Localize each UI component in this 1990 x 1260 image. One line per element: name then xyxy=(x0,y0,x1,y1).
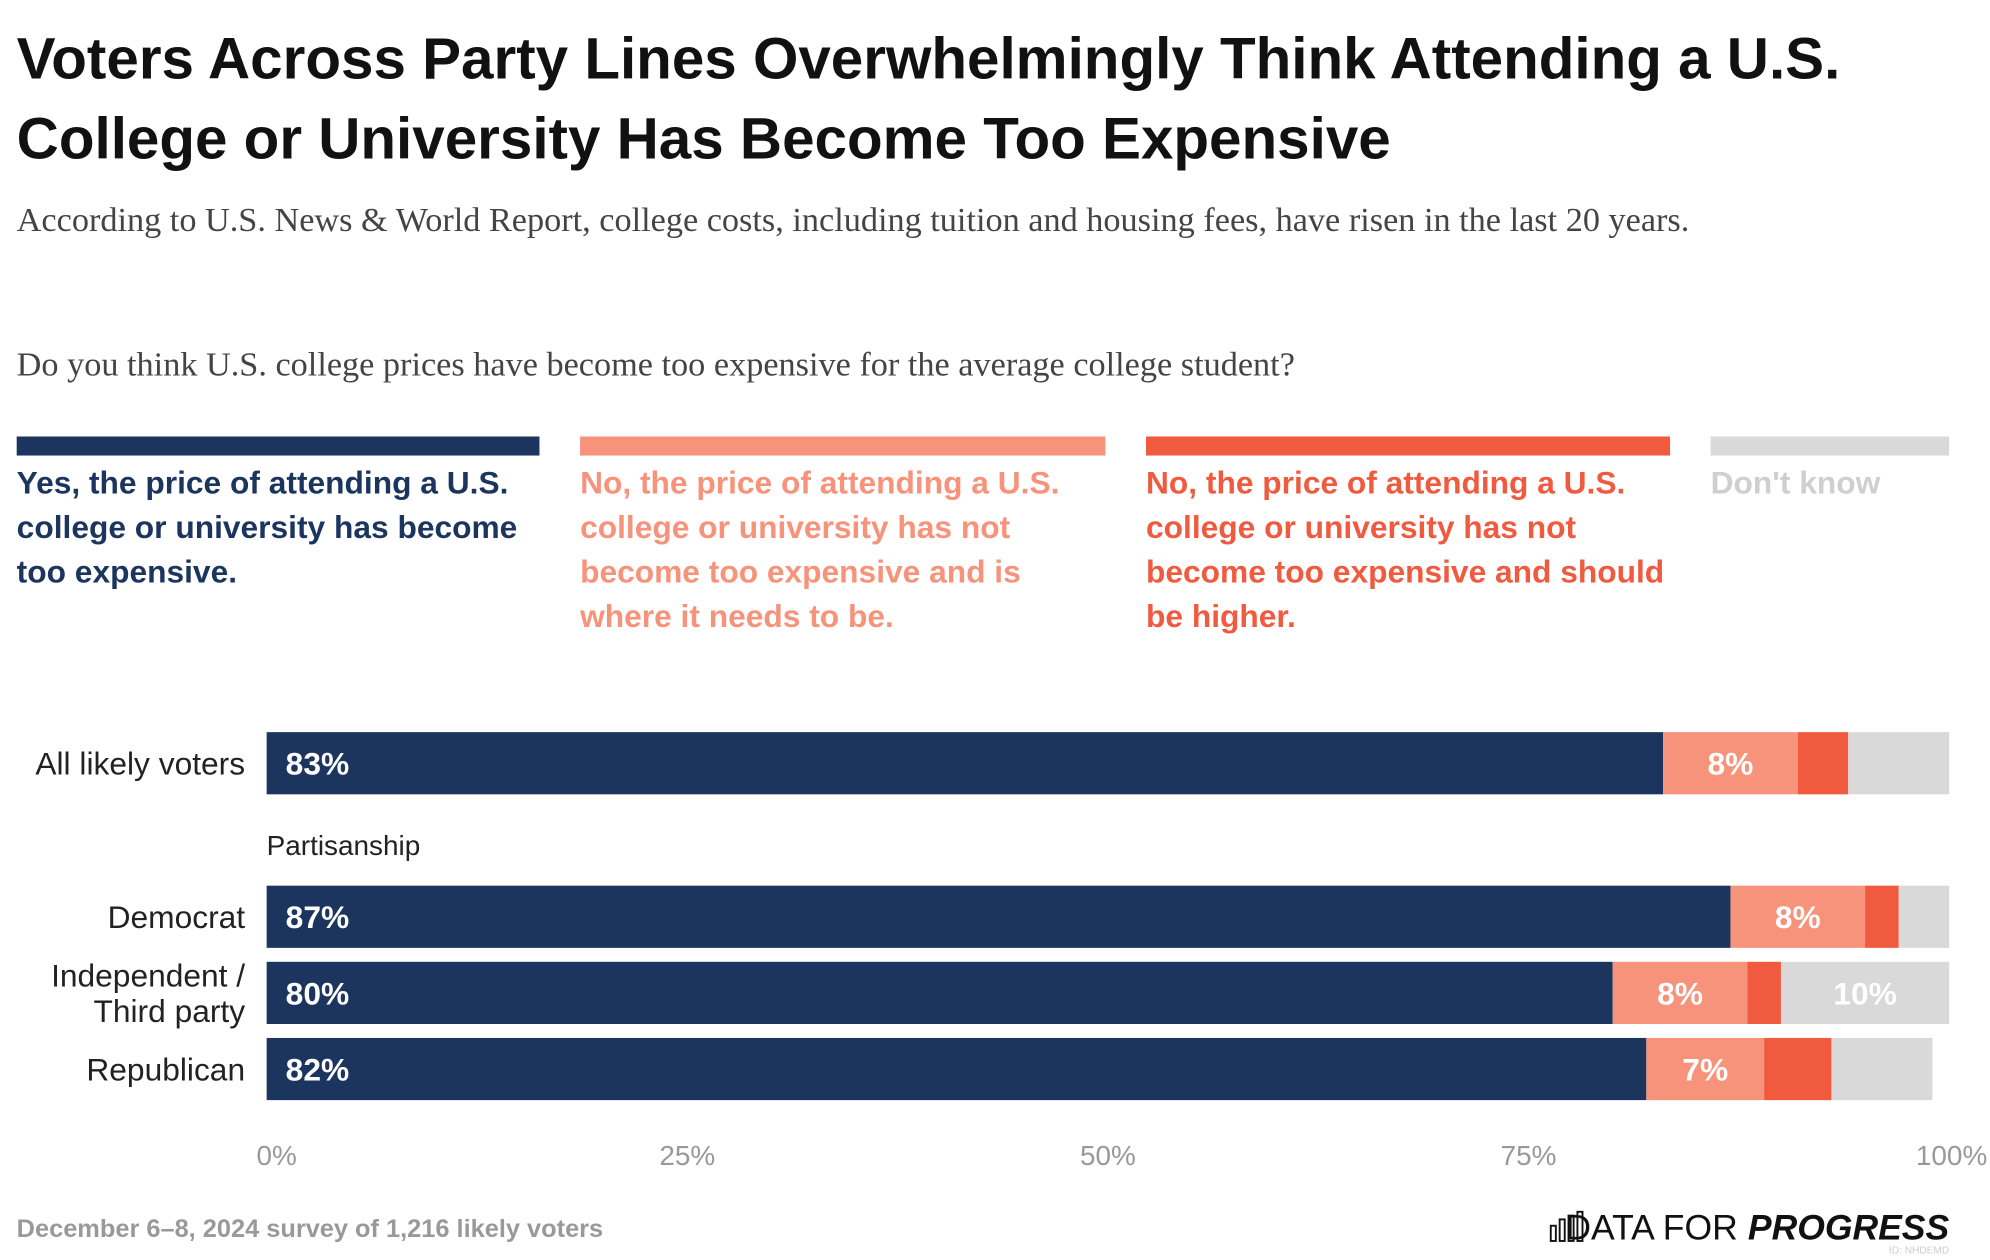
bar-segment xyxy=(266,1037,1647,1101)
category-label: Republican xyxy=(86,1051,245,1087)
text-line: Third party xyxy=(93,993,245,1029)
text-line: All likely voters xyxy=(35,746,245,782)
brand-icon xyxy=(1576,1210,1584,1242)
legend-swatch xyxy=(1145,436,1671,456)
text-line: be higher. xyxy=(1146,598,1296,634)
category-label: All likely voters xyxy=(35,746,245,782)
group-label: Partisanship xyxy=(267,830,421,861)
text-line: According to U.S. News & World Report, c… xyxy=(17,201,1690,239)
value-label: 80% xyxy=(286,975,349,1011)
bar-segment xyxy=(1764,1037,1832,1101)
value-label: 8% xyxy=(1657,975,1703,1011)
x-tick-label: 75% xyxy=(1501,1140,1557,1171)
text-line: Independent / xyxy=(51,958,245,994)
text-line: Democrat xyxy=(108,899,246,935)
legend-swatch xyxy=(580,436,1106,456)
text-line: where it needs to be. xyxy=(579,598,894,634)
brand-logo: DATA FOR PROGRESS xyxy=(1565,1208,1949,1248)
bar-segment xyxy=(1865,885,1899,948)
bar-segment xyxy=(1797,732,1849,795)
x-tick-label: 100% xyxy=(1916,1140,1987,1171)
legend-swatch xyxy=(1710,436,1950,456)
text-line: Yes, the price of attending a U.S. xyxy=(17,465,509,501)
value-label: 83% xyxy=(286,746,349,782)
bar-segment xyxy=(266,732,1664,795)
legend-label: Don't know xyxy=(1711,465,1881,501)
value-label: 87% xyxy=(286,899,349,935)
subtitle: According to U.S. News & World Report, c… xyxy=(17,201,1690,239)
bar-segment xyxy=(1780,961,1950,1024)
bar-segment xyxy=(1663,732,1798,795)
bar-segment xyxy=(266,961,1613,1024)
bar-segment xyxy=(1730,885,1866,948)
bar-segment xyxy=(1646,1037,1765,1101)
bar-segment xyxy=(1831,1037,1933,1101)
bar-segment xyxy=(1848,732,1950,795)
brand-icon xyxy=(1549,1224,1557,1242)
text-line: college or university has not xyxy=(1146,509,1577,545)
bar-segment xyxy=(1747,961,1781,1024)
id-note: ID: NHDEMD xyxy=(1889,1246,1949,1257)
category-label: Independent / Third party xyxy=(51,958,245,1030)
bar-segment xyxy=(1898,885,1950,948)
text-line: become too expensive and should xyxy=(1146,553,1664,589)
text-line: college or university has not xyxy=(580,509,1011,545)
brand-icon xyxy=(1558,1218,1566,1242)
brand-icon xyxy=(1567,1214,1575,1242)
text-line: Don't know xyxy=(1711,465,1881,501)
value-label: 8% xyxy=(1708,746,1754,782)
bar-segment xyxy=(1612,961,1748,1024)
text-line: too expensive. xyxy=(17,553,237,589)
text-line: No, the price of attending a U.S. xyxy=(1146,465,1625,501)
x-tick-label: 0% xyxy=(257,1140,297,1171)
text-line: College or University Has Become Too Exp… xyxy=(17,107,1391,172)
source-note: December 6–8, 2024 survey of 1,216 likel… xyxy=(17,1215,603,1243)
x-tick-label: 50% xyxy=(1080,1140,1136,1171)
text-line: Republican xyxy=(86,1051,245,1087)
legend-swatch xyxy=(16,436,540,456)
bar-segment xyxy=(266,885,1731,948)
brand-part: DATA FOR xyxy=(1565,1208,1737,1248)
legend-label: No, the price of attending a U.S. college… xyxy=(1146,465,1664,634)
value-label: 7% xyxy=(1682,1051,1728,1087)
value-label: 8% xyxy=(1775,899,1821,935)
text-line: No, the price of attending a U.S. xyxy=(580,465,1059,501)
legend-label: Yes, the price of attending a U.S. colleg… xyxy=(17,465,518,590)
question: Do you think U.S. college prices have be… xyxy=(17,346,1295,384)
text-line: Voters Across Party Lines Overwhelmingly… xyxy=(17,27,1841,92)
chart-title: Voters Across Party Lines Overwhelmingly… xyxy=(17,27,1841,172)
legend-label: No, the price of attending a U.S. college… xyxy=(579,465,1059,634)
text-line: become too expensive and is xyxy=(580,553,1021,589)
brand-part: PROGRESS xyxy=(1748,1208,1950,1248)
value-label: 10% xyxy=(1833,975,1896,1011)
x-tick-label: 25% xyxy=(659,1140,715,1171)
text-line: college or university has become xyxy=(17,509,518,545)
value-label: 82% xyxy=(286,1051,349,1087)
category-label: Democrat xyxy=(108,899,246,935)
